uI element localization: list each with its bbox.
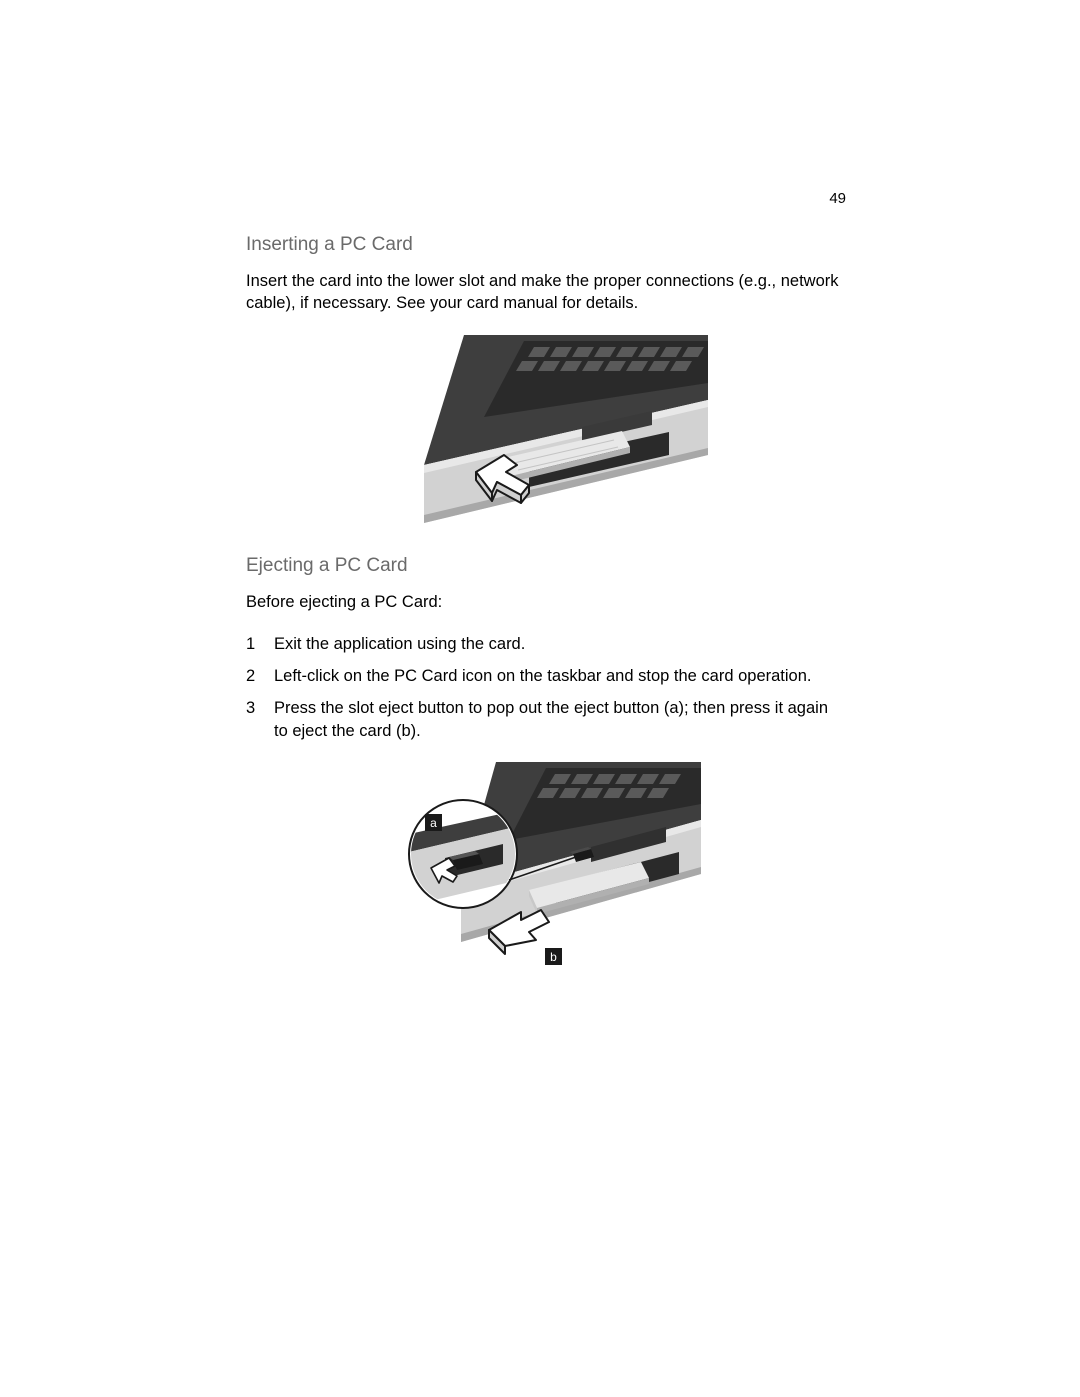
manual-page: 49 Inserting a PC Card Insert the card i… [246,190,846,1007]
callout-b: b [545,948,562,965]
heading-inserting-pc-card: Inserting a PC Card [246,234,846,256]
step-text: Left-click on the PC Card icon on the ta… [274,665,846,687]
insert-card-illustration [384,335,708,525]
step-number: 1 [246,633,274,655]
step-text: Press the slot eject button to pop out t… [274,697,846,742]
step-text: Exit the application using the card. [274,633,846,655]
figure-insert-pc-card [246,335,846,525]
list-item: 3 Press the slot eject button to pop out… [246,697,846,742]
eject-steps-list: 1 Exit the application using the card. 2… [246,633,846,742]
callout-label-b: b [550,950,557,964]
page-number: 49 [829,190,846,207]
step-number: 3 [246,697,274,742]
page-content: Inserting a PC Card Insert the card into… [246,190,846,977]
figure-eject-pc-card: a b [246,762,846,977]
paragraph-before-ejecting: Before ejecting a PC Card: [246,591,846,613]
heading-ejecting-pc-card: Ejecting a PC Card [246,555,846,577]
callout-label-a: a [430,816,437,830]
list-item: 2 Left-click on the PC Card icon on the … [246,665,846,687]
step-number: 2 [246,665,274,687]
eject-card-illustration: a b [391,762,701,977]
paragraph-insert-instructions: Insert the card into the lower slot and … [246,270,846,315]
list-item: 1 Exit the application using the card. [246,633,846,655]
